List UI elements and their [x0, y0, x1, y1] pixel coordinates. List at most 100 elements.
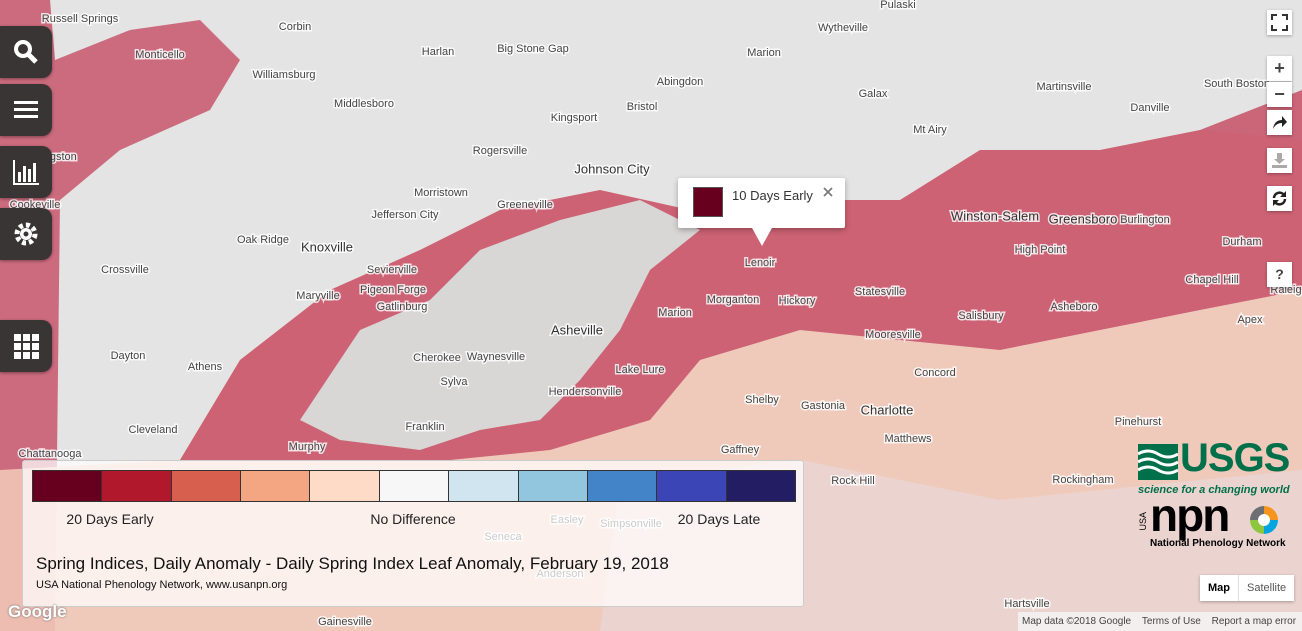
place-label: Rock Hill — [831, 475, 874, 487]
color-swatch — [657, 471, 727, 501]
legend-label: 20 Days Late — [677, 511, 761, 527]
popup-pointer — [752, 228, 772, 246]
place-label: Greeneville — [497, 199, 553, 211]
color-swatch — [33, 471, 103, 501]
usgs-mark — [1138, 444, 1178, 480]
place-label: Sylva — [441, 376, 469, 388]
usgs-tagline: science for a changing world — [1138, 484, 1290, 496]
place-label: Rockingham — [1052, 474, 1113, 486]
npn-name: National Phenology Network — [1150, 538, 1286, 549]
legend-label: 20 Days Early — [66, 511, 154, 527]
place-label: Lake Lure — [616, 364, 665, 376]
place-label: Hickory — [779, 295, 816, 307]
fullscreen-button[interactable] — [1267, 10, 1292, 35]
place-label: Danville — [1130, 102, 1169, 114]
download-button[interactable] — [1267, 148, 1292, 173]
color-swatch — [518, 471, 588, 501]
place-label: Asheville — [551, 322, 603, 337]
settings-button[interactable] — [0, 208, 52, 260]
popup: 10 Days Early — [678, 178, 845, 228]
color-swatch — [310, 471, 380, 501]
place-label: South Boston — [1204, 78, 1270, 90]
popup-label: 10 Days Early — [732, 188, 813, 203]
place-label: Gastonia — [801, 400, 846, 412]
place-label: Statesville — [855, 286, 905, 298]
place-label: Gainesville — [318, 616, 372, 628]
map-type-button[interactable]: Satellite — [1247, 582, 1287, 594]
zoom-in-button[interactable]: + — [1267, 56, 1292, 81]
place-label: Big Stone Gap — [497, 43, 569, 55]
place-label: Harlan — [422, 46, 454, 58]
place-label: Athens — [188, 361, 223, 373]
map-data: Map data ©2018 Google — [1022, 616, 1132, 627]
place-label: Monticello — [135, 49, 185, 61]
place-label: Winston-Salem — [951, 208, 1039, 223]
map-type-control: Map Satellite — [1200, 575, 1295, 601]
share-button[interactable] — [1267, 110, 1292, 135]
place-label: Gatlinburg — [377, 301, 428, 313]
place-label: Williamsburg — [253, 69, 316, 81]
usgs-text: USGS — [1180, 436, 1290, 480]
color-swatch — [726, 471, 795, 501]
google-logo: Google — [8, 602, 67, 621]
place-label: Jefferson City — [371, 209, 439, 221]
legend-title: Spring Indices, Daily Anomaly - Daily Sp… — [36, 554, 669, 573]
place-label: Apex — [1237, 314, 1263, 326]
place-label: Hartsville — [1004, 598, 1049, 610]
place-label: Russell Springs — [42, 13, 119, 25]
place-label: Murphy — [289, 441, 326, 453]
place-label: Knoxville — [301, 239, 353, 254]
place-label: Salisbury — [958, 310, 1004, 322]
place-label: High Point — [1015, 244, 1066, 256]
chart-button[interactable] — [0, 146, 52, 198]
place-label: Asheboro — [1050, 301, 1097, 313]
place-label: Dayton — [111, 350, 146, 362]
color-swatch — [379, 471, 450, 501]
report-link[interactable]: Report a map error — [1211, 616, 1297, 627]
npn-prefix: USA — [1138, 512, 1148, 531]
npn-text: npn — [1150, 489, 1230, 541]
color-swatch — [171, 471, 242, 501]
place-label: Mooresville — [865, 329, 921, 341]
close-button[interactable] — [822, 186, 834, 198]
layers-button[interactable] — [0, 320, 52, 372]
place-label: Crossville — [101, 264, 149, 276]
place-label: Oak Ridge — [237, 234, 289, 246]
popup-swatch — [693, 187, 723, 217]
place-label: Chattanooga — [19, 448, 83, 460]
menu-button[interactable] — [0, 84, 52, 136]
place-label: Bristol — [627, 101, 658, 113]
color-swatch — [102, 471, 172, 501]
color-swatch — [241, 471, 311, 501]
place-label: Chapel Hill — [1185, 274, 1238, 286]
place-label: Cherokee — [413, 352, 461, 364]
refresh-button[interactable] — [1267, 186, 1292, 211]
legend: 20 Days Early No Difference 20 Days Late… — [22, 460, 804, 607]
color-swatch — [449, 471, 519, 501]
place-label: Galax — [859, 88, 888, 100]
color-scale — [32, 470, 796, 502]
help-button[interactable]: ? — [1267, 262, 1292, 287]
zoom-out-button[interactable]: − — [1267, 82, 1292, 107]
place-label: Kingsport — [551, 112, 597, 124]
place-label: Martinsville — [1036, 81, 1091, 93]
place-label: Morganton — [707, 294, 760, 306]
place-label: Pulaski — [880, 0, 915, 11]
place-label: Charlotte — [861, 402, 914, 417]
legend-credit: USA National Phenology Network, www.usan… — [36, 579, 288, 591]
place-label: Abingdon — [657, 76, 704, 88]
terms-link[interactable]: Terms of Use — [1141, 616, 1201, 627]
place-label: Shelby — [745, 394, 779, 406]
place-label: Pigeon Forge — [360, 284, 426, 296]
place-label: Morristown — [414, 187, 468, 199]
place-label: Burlington — [1120, 214, 1170, 226]
map-type-button[interactable]: Map — [1200, 575, 1239, 601]
place-label: Wytheville — [818, 22, 868, 34]
search-button[interactable] — [0, 26, 52, 78]
place-label: Marion — [747, 47, 781, 59]
mountain-area — [300, 200, 700, 450]
place-label: Corbin — [279, 21, 311, 33]
place-label: Concord — [914, 367, 956, 379]
place-label: Waynesville — [467, 351, 525, 363]
attribution: Map data ©2018 Google Terms of Use Repor… — [1018, 612, 1302, 631]
